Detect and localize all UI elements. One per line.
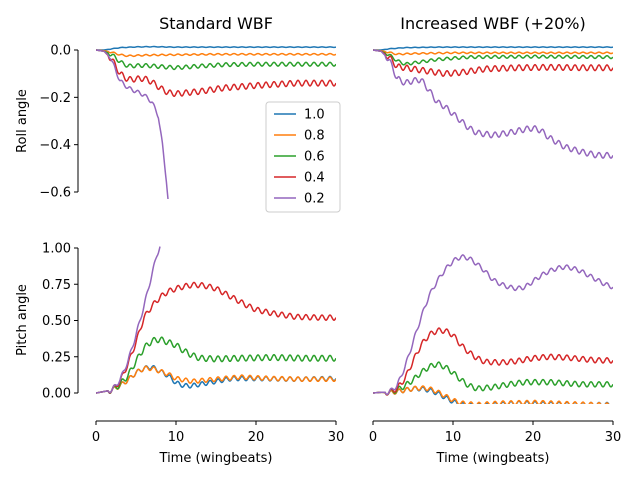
series-line-0-4 (96, 281, 336, 394)
x-tick-label: 30 (605, 430, 622, 445)
x-tick-label: 20 (525, 430, 542, 445)
panel-pitch-standard: Pitch angle 0.00 0.25 0.50 0.75 1.00 0 10 20 30… (15, 242, 344, 467)
series-line-0-6 (373, 49, 613, 66)
x-tick-label: 30 (328, 430, 345, 445)
legend-label-0-4: 0.4 (304, 171, 325, 186)
series-line-0-2 (96, 246, 161, 394)
series-line-0-8 (373, 49, 613, 56)
y-tick-label: −0.6 (39, 186, 71, 201)
series-line-0-4 (373, 327, 613, 396)
y-axis-label-pitch: Pitch angle (15, 284, 30, 356)
y-tick-label: −0.4 (39, 138, 71, 153)
series-line-0-8 (96, 365, 336, 394)
series-line-0-8 (96, 49, 336, 58)
series-line-0-4 (96, 49, 336, 97)
panel-roll-increased: Increased WBF (+20%) (373, 14, 613, 159)
x-tick-label: 10 (168, 430, 185, 445)
legend-label-0-2: 0.2 (304, 192, 325, 207)
panel-title-increased: Increased WBF (+20%) (400, 14, 586, 33)
legend-label-0-8: 0.8 (304, 129, 325, 144)
y-axis-label-roll: Roll angle (15, 89, 30, 153)
legend-label-1-0: 1.0 (304, 108, 325, 123)
x-tick-label: 10 (445, 430, 462, 445)
x-tick-label: 0 (369, 430, 377, 445)
series-line-0-2 (373, 49, 613, 159)
y-tick-label: 0.25 (42, 350, 71, 365)
y-tick-label: 0.50 (42, 314, 71, 329)
y-tick-label: 0.75 (42, 278, 71, 293)
x-tick-label: 20 (248, 430, 265, 445)
panel-roll-standard: Standard WBF Roll angle 0.0 −0.2 −0.4 −0.6 (15, 14, 336, 201)
series-line-1-0 (96, 45, 336, 51)
legend-box (265, 101, 341, 213)
legend-label-0-6: 0.6 (304, 150, 325, 165)
y-tick-label: 0.0 (50, 44, 71, 59)
y-tick-label: 0.00 (42, 387, 71, 402)
series-line-0-6 (96, 336, 336, 395)
x-axis-label-increased: Time (wingbeats) (436, 451, 550, 466)
panel-title-standard: Standard WBF (159, 14, 273, 33)
x-axis-label-standard: Time (wingbeats) (159, 451, 273, 466)
series-line-0-8 (373, 385, 610, 404)
series-line-1-0 (373, 46, 613, 51)
series-line-0-2 (373, 254, 613, 396)
series-line-0-4 (373, 49, 613, 77)
legend: 1.0 0.8 0.6 0.4 0.2 (265, 101, 341, 213)
series-line-0-6 (96, 49, 336, 71)
y-tick-label: 1.00 (42, 242, 71, 257)
series-line-0-6 (373, 361, 613, 396)
y-tick-label: −0.2 (39, 91, 71, 106)
x-tick-label: 0 (92, 430, 100, 445)
series-line-0-2 (96, 49, 169, 199)
panel-pitch-increased: 0 10 20 30 Time (wingbeats) (369, 254, 622, 466)
